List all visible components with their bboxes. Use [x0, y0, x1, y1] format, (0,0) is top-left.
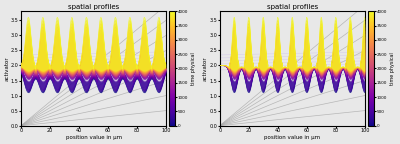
X-axis label: position value in μm: position value in μm: [264, 135, 320, 140]
Y-axis label: time physical: time physical: [390, 52, 395, 85]
Y-axis label: time physical: time physical: [191, 52, 196, 85]
Title: spatial profiles: spatial profiles: [266, 4, 318, 10]
Title: spatial profiles: spatial profiles: [68, 4, 119, 10]
Y-axis label: activator: activator: [4, 56, 9, 81]
Y-axis label: activator: activator: [203, 56, 208, 81]
X-axis label: position value in μm: position value in μm: [66, 135, 122, 140]
